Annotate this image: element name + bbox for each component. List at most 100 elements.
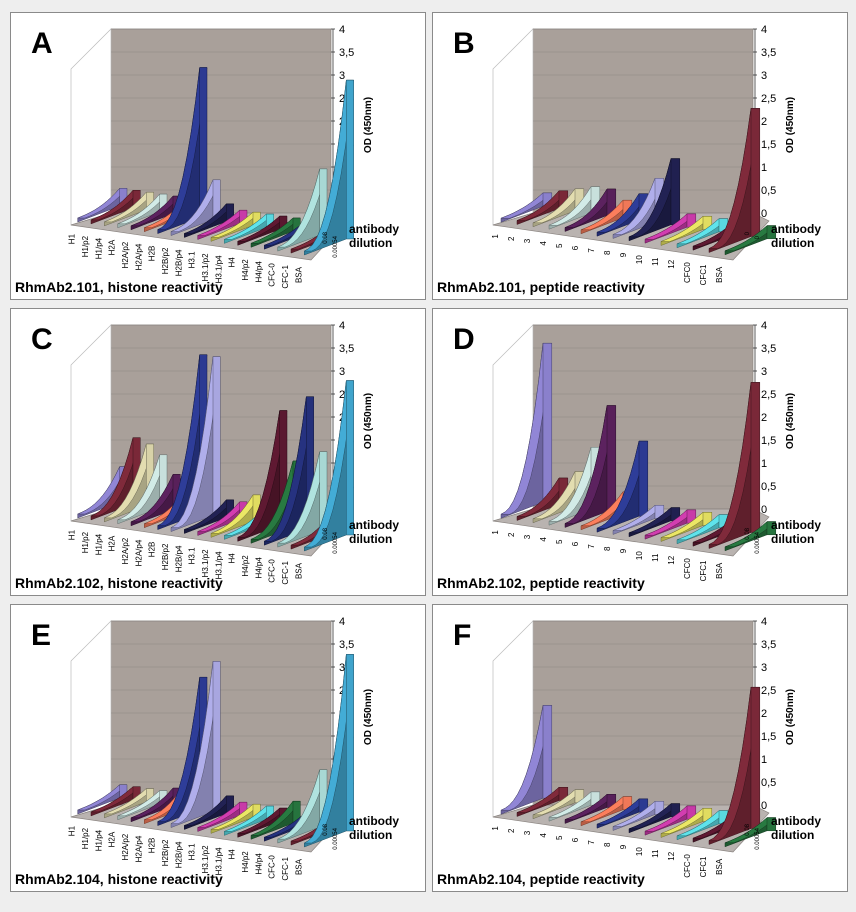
category-label: H4/p4 [254, 557, 263, 579]
panel-caption: RhmAb2.101, histone reactivity [15, 279, 223, 295]
category-label: H2B [148, 246, 157, 262]
category-label: 6 [571, 837, 580, 842]
z-tick-label: 4 [761, 616, 767, 628]
z-tick-label: 3 [339, 366, 345, 378]
category-label: H2B/p2 [161, 247, 170, 274]
category-label: 2 [507, 532, 516, 537]
category-label: H2B/p2 [161, 839, 170, 866]
bar-H3.1/p2 [210, 211, 261, 242]
category-label: 1 [491, 234, 500, 239]
category-label: H4/p4 [254, 853, 263, 875]
dilution-axis-title: antibody [349, 814, 399, 828]
z-tick-label: 3,5 [761, 47, 776, 59]
category-label: 1 [491, 826, 500, 831]
bar-H1 [77, 784, 128, 815]
dilution-label: 0.08 [323, 823, 329, 835]
category-label: CFC-0 [268, 263, 277, 287]
side-wall [70, 324, 112, 522]
z-axis-title: OD (450nm) [363, 97, 374, 153]
category-label: 2 [507, 828, 516, 833]
category-label: H4/p2 [241, 259, 250, 281]
category-label: H1/p2 [81, 531, 90, 553]
z-tick-label: 3,5 [339, 343, 354, 355]
bar-BSA [724, 225, 777, 256]
z-tick-label: 3 [339, 662, 345, 674]
panel-letter: E [31, 619, 52, 652]
panel-letter: F [453, 619, 472, 652]
category-label: 4 [539, 241, 548, 246]
bar-BSA [724, 817, 777, 848]
category-label: CFC-1 [281, 265, 290, 289]
dilution-axis-title: dilution [349, 828, 392, 842]
z-tick-label: 4 [761, 320, 767, 332]
category-label: H2A/p4 [134, 835, 143, 862]
dilution-label: 0.00054 [755, 827, 761, 849]
dilution-axis-title: antibody [349, 222, 399, 236]
panel-caption: RhmAb2.101, peptide reactivity [437, 279, 645, 295]
panel-letter: B [453, 27, 475, 60]
category-label: 6 [571, 541, 580, 546]
category-label: 5 [555, 539, 564, 544]
category-label: 12 [667, 555, 676, 564]
category-label: 2 [507, 236, 516, 241]
category-label: H1/p4 [94, 829, 103, 851]
category-label: H4 [228, 257, 237, 268]
category-label: 11 [651, 257, 660, 266]
category-label: 9 [619, 548, 628, 553]
z-tick-label: 3 [761, 662, 767, 674]
category-label: H2A/p2 [121, 833, 130, 860]
category-label: BSA [715, 562, 724, 579]
panel-caption: RhmAb2.102, peptide reactivity [437, 575, 645, 591]
dilution-axis-title: dilution [349, 532, 392, 546]
bar-10 [644, 509, 697, 540]
z-axis-title: OD (450nm) [363, 689, 374, 745]
z-tick-label: 2 [761, 412, 767, 424]
z-tick-label: 4 [339, 616, 345, 628]
bar-CFC1 [708, 382, 761, 549]
category-label: H3.1/p4 [214, 551, 223, 580]
panel-caption: RhmAb2.104, peptide reactivity [437, 871, 645, 887]
z-tick-label: 0 [761, 208, 767, 220]
category-label: 11 [651, 553, 660, 562]
z-tick-label: 0,5 [761, 481, 776, 493]
z-axis-title: OD (450nm) [785, 689, 796, 745]
category-label: 3 [523, 238, 532, 243]
bar-H3.1/p2 [210, 803, 261, 834]
dilution-label: 0.08 [745, 527, 751, 539]
panel-letter: A [31, 27, 53, 60]
dilution-label: 0.08 [745, 823, 751, 835]
dilution-label: 0.00054 [755, 531, 761, 553]
z-tick-label: 3,5 [761, 639, 776, 651]
category-label: H2B/p4 [174, 841, 183, 868]
category-label: 3 [523, 534, 532, 539]
category-label: 5 [555, 835, 564, 840]
category-label: H3.1/p2 [201, 845, 210, 874]
category-label: H3.1 [188, 251, 197, 268]
category-label: H1 [68, 825, 77, 836]
category-label: H2A/p4 [134, 539, 143, 566]
dilution-axis-title: antibody [771, 222, 821, 236]
bar-BSA [304, 380, 354, 552]
side-wall [70, 28, 112, 226]
dilution-axis-title: antibody [349, 518, 399, 532]
dilution-axis-title: antibody [771, 518, 821, 532]
category-label: H3.1 [188, 843, 197, 860]
category-label: 7 [587, 840, 596, 845]
category-label: 7 [587, 544, 596, 549]
category-label: CFC1 [699, 856, 708, 877]
category-label: H1/p4 [94, 533, 103, 555]
category-label: CFC0 [683, 262, 692, 283]
category-label: 9 [619, 844, 628, 849]
category-label: H2A/p2 [121, 537, 130, 564]
category-label: H2A [108, 831, 117, 847]
category-label: 3 [523, 830, 532, 835]
z-axis-title: OD (450nm) [363, 393, 374, 449]
z-tick-label: 2 [761, 116, 767, 128]
category-label: H4 [228, 553, 237, 564]
bar-5 [564, 188, 617, 232]
panel-caption: RhmAb2.104, histone reactivity [15, 871, 223, 887]
side-wall [70, 620, 112, 818]
